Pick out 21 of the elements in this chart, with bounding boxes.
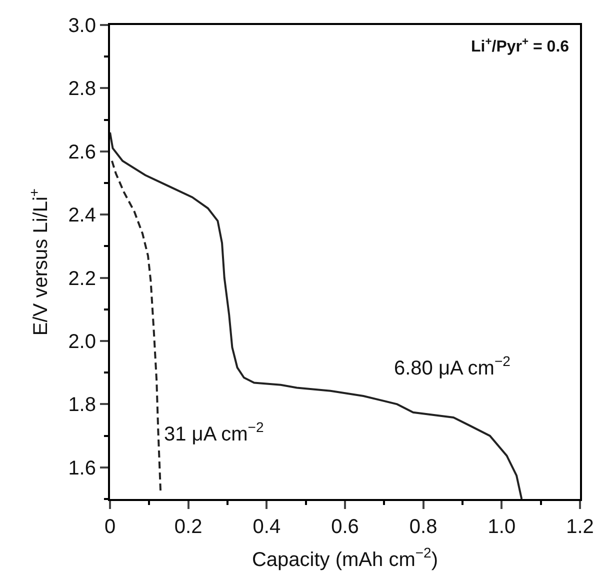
y-tick-label: 2.2 [68, 268, 96, 290]
y-tick-label: 2.4 [68, 204, 96, 227]
x-tick-label: 0.4 [252, 516, 281, 538]
y-tick-label: 2.6 [68, 141, 96, 164]
y-tick-label: 3.0 [68, 15, 96, 37]
line-series [110, 131, 523, 499]
x-axis-title: Capacity (mAh cm$^{−2}$) [252, 544, 438, 571]
x-tick-label: 0.6 [331, 516, 359, 538]
x-tick-label: 0 [104, 516, 116, 538]
y-tick-label: 2.8 [68, 78, 96, 100]
y-tick-label: 1.8 [68, 394, 96, 416]
x-tick-label: 1.2 [566, 516, 594, 538]
y-tick-label: 1.6 [68, 457, 96, 480]
x-tick-label: 0.8 [409, 516, 438, 538]
annotation: Li$^{+}$/Pyr$^{+}$ = 0.6 [471, 36, 570, 56]
x-tick-label: 0.2 [174, 516, 202, 538]
annotation: 31 μA cm$^{−2}$ [164, 419, 264, 446]
y-tick-label: 2.0 [68, 331, 96, 353]
line-series [110, 160, 162, 492]
annotation: 6.80 μA cm$^{−2}$ [394, 353, 511, 380]
x-tick-label: 1.0 [488, 516, 516, 538]
